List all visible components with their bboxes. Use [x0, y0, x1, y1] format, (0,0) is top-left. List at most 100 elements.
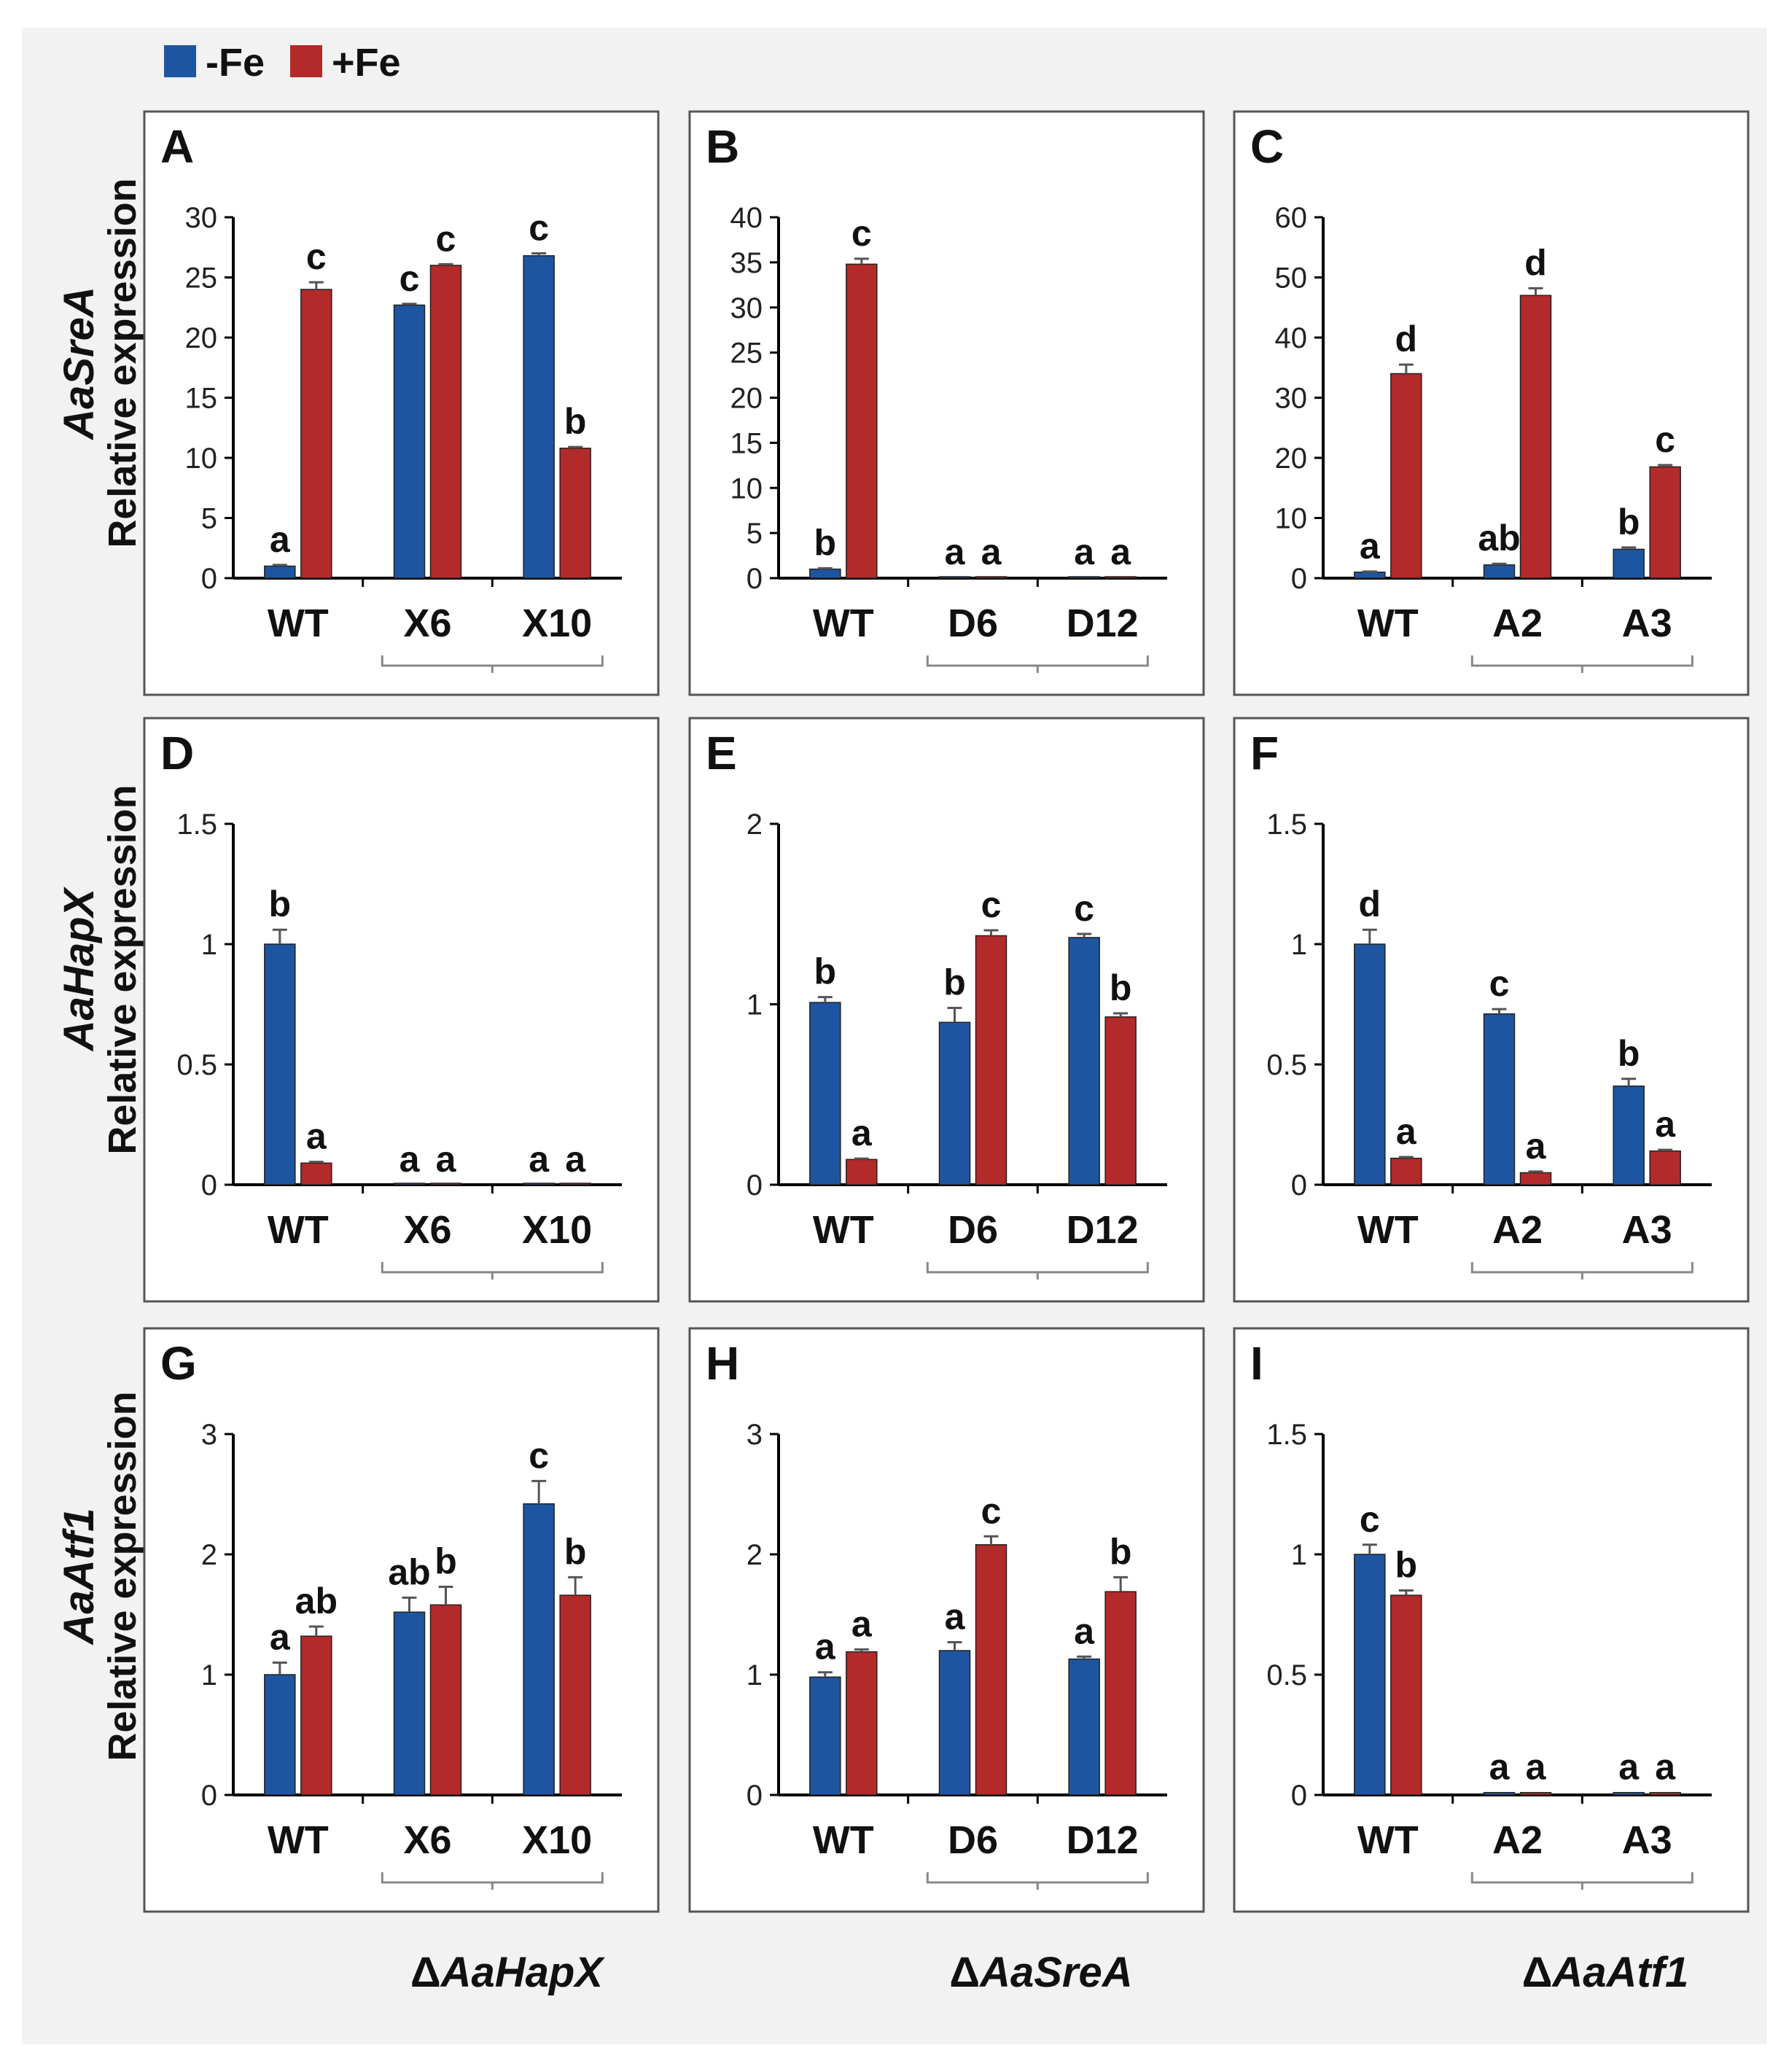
significance-letter: b — [943, 962, 966, 1002]
panel-frame — [1233, 110, 1750, 696]
y-tick-label: 1 — [747, 989, 763, 1021]
significance-letter: a — [1526, 1747, 1547, 1788]
y-tick-label: 3 — [201, 1419, 217, 1451]
significance-letter: ab — [1478, 518, 1520, 558]
y-tick-label: 1 — [1291, 1539, 1307, 1571]
panel-frame — [143, 717, 660, 1303]
y-tick-label: 10 — [1275, 503, 1308, 535]
significance-letter: a — [565, 1139, 586, 1180]
bar-minus-fe-A2 — [1483, 1013, 1516, 1185]
y-axis-title: Relative expression — [101, 1391, 144, 1761]
gene-label: AaSreA — [55, 287, 103, 441]
significance-letter: c — [306, 236, 327, 277]
y-tick-label: 60 — [1275, 202, 1308, 234]
y-tick-label: 5 — [201, 503, 217, 535]
y-tick-label: 50 — [1275, 262, 1308, 295]
y-tick-label: 30 — [185, 202, 218, 234]
bar-plus-fe-A3 — [1649, 1150, 1681, 1185]
y-tick-label: 2 — [747, 1539, 763, 1571]
bar-minus-fe-WT — [809, 1676, 841, 1796]
y-tick-label: 0 — [1291, 1780, 1307, 1812]
x-tick-label: X10 — [522, 1818, 592, 1862]
significance-letter: a — [851, 1113, 873, 1153]
significance-letter: c — [1360, 1499, 1380, 1540]
mutant-bracket — [1470, 1262, 1693, 1280]
bar-minus-fe-X10 — [523, 255, 555, 579]
significance-letter: a — [1526, 1126, 1547, 1167]
bar-minus-fe-WT — [264, 1674, 296, 1796]
significance-letter: c — [981, 884, 1002, 925]
bar-minus-fe-WT — [1354, 572, 1386, 579]
bar-plus-fe-X6 — [429, 265, 462, 579]
significance-letter: a — [270, 1617, 291, 1658]
bar-plus-fe-WT — [300, 289, 332, 579]
significance-letter: c — [529, 208, 549, 249]
row-label-1: AaSreA Relative expression — [55, 178, 144, 548]
mutant-bracket — [926, 1262, 1149, 1280]
x-tick-label: WT — [268, 1818, 329, 1862]
significance-letter: c — [981, 1490, 1002, 1531]
panel-letter: F — [1250, 727, 1279, 779]
bar-plus-fe-WT — [1390, 1157, 1422, 1185]
significance-letter: a — [1074, 531, 1095, 572]
legend-label-minus-fe: -Fe — [206, 41, 265, 85]
bar-plus-fe-X10 — [559, 1594, 591, 1796]
x-tick-label: D6 — [948, 601, 998, 645]
bar-plus-fe-D12 — [1104, 576, 1137, 579]
bar-plus-fe-WT — [846, 263, 878, 579]
significance-letter: a — [306, 1116, 327, 1157]
x-tick-label: X6 — [403, 1208, 451, 1252]
bar-minus-fe-WT — [264, 943, 296, 1185]
significance-letter: a — [815, 1627, 836, 1667]
bar-minus-fe-D12 — [1068, 1658, 1100, 1796]
y-tick-label: 20 — [185, 322, 218, 354]
y-tick-label: 1 — [201, 929, 217, 961]
significance-letter: a — [945, 531, 966, 572]
bar-plus-fe-WT — [1390, 1594, 1422, 1796]
x-tick-label: WT — [813, 601, 874, 645]
panel-letter: C — [1250, 120, 1284, 173]
significance-letter: a — [1396, 1111, 1417, 1152]
mutant-bracket — [1470, 1872, 1693, 1890]
x-tick-label: D12 — [1067, 1208, 1139, 1252]
panels: A051015202530WTacX6ccX10cbB0510152025303… — [143, 110, 1750, 1913]
y-tick-label: 0 — [201, 563, 217, 595]
legend-label-plus-fe: +Fe — [332, 41, 401, 85]
y-tick-label: 0 — [1291, 563, 1307, 595]
y-tick-label: 3 — [747, 1419, 763, 1451]
panel-C: C 0 10 20 30 40 50 60 WT a d A2 ab d A3 b c — [1233, 110, 1750, 696]
significance-letter: c — [529, 1435, 549, 1476]
y-tick-label: 1 — [201, 1659, 217, 1691]
panel-letter: D — [160, 727, 194, 779]
bar-minus-fe-A2 — [1483, 1791, 1516, 1796]
x-tick-label: WT — [268, 1208, 329, 1252]
bar-minus-fe-X6 — [393, 1183, 426, 1185]
x-tick-label: A3 — [1622, 1208, 1672, 1252]
x-tick-label: WT — [268, 601, 329, 645]
mutant-bracket — [381, 1262, 604, 1280]
legend-swatch-plus-fe — [290, 45, 322, 77]
bar-minus-fe-WT — [264, 565, 296, 579]
significance-letter: a — [981, 531, 1002, 572]
bar-minus-fe-A3 — [1613, 1085, 1645, 1185]
significance-letter: a — [436, 1139, 457, 1180]
y-tick-label: 20 — [730, 383, 763, 415]
y-tick-label: 0.5 — [1266, 1049, 1307, 1081]
panel-frame — [688, 110, 1205, 696]
legend-swatch-minus-fe — [164, 45, 196, 77]
mutant-bracket — [381, 655, 604, 673]
mutant-label-srea: ΔAaSreA — [949, 1949, 1132, 1996]
significance-letter: b — [564, 401, 587, 442]
panel-letter: E — [706, 727, 737, 779]
bar-plus-fe-X10 — [559, 1183, 591, 1185]
row-label-3: AaAtf1 Relative expression — [55, 1391, 144, 1761]
significance-letter: ab — [295, 1581, 338, 1621]
bar-plus-fe-D6 — [975, 1544, 1007, 1796]
x-tick-label: WT — [813, 1208, 874, 1252]
significance-letter: a — [529, 1139, 550, 1180]
bar-plus-fe-A3 — [1649, 1791, 1681, 1796]
bar-minus-fe-WT — [809, 1002, 841, 1185]
bar-minus-fe-WT — [1354, 943, 1386, 1185]
significance-letter: a — [851, 1603, 873, 1644]
